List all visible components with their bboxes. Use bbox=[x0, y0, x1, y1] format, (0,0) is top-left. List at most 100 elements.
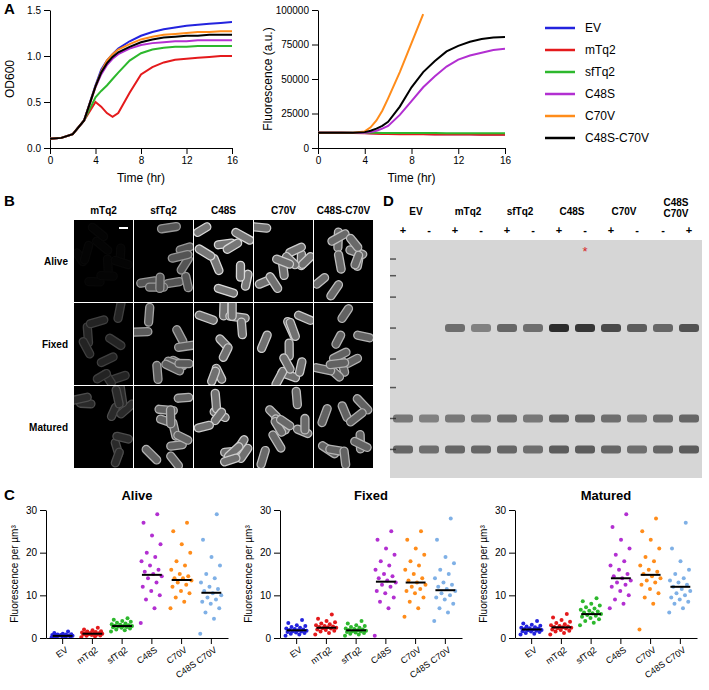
cell bbox=[165, 450, 184, 468]
point bbox=[150, 534, 154, 538]
point bbox=[404, 589, 408, 593]
tick: 0.0 bbox=[27, 143, 50, 154]
point bbox=[328, 622, 332, 626]
panel-label: C bbox=[4, 486, 15, 503]
axis-line bbox=[280, 511, 281, 639]
point bbox=[389, 529, 393, 533]
lane-sign: + bbox=[556, 224, 562, 236]
mean-line bbox=[551, 626, 571, 628]
point bbox=[595, 596, 599, 600]
point bbox=[176, 581, 180, 585]
row-label: Matured bbox=[29, 422, 68, 433]
point bbox=[674, 591, 678, 595]
point bbox=[451, 602, 455, 606]
band bbox=[549, 415, 569, 423]
point bbox=[521, 621, 525, 625]
tick-mark bbox=[412, 148, 413, 154]
tick: EV bbox=[523, 638, 539, 660]
point bbox=[140, 559, 144, 563]
legend-label: sfTq2 bbox=[585, 65, 615, 79]
point bbox=[597, 617, 601, 621]
point bbox=[300, 618, 304, 622]
cell bbox=[228, 303, 236, 320]
lane-group-label: sfTq2 bbox=[507, 206, 534, 217]
tick-mark bbox=[274, 595, 280, 596]
band bbox=[549, 324, 569, 332]
tick-label: 10 bbox=[495, 590, 507, 601]
point bbox=[319, 621, 323, 625]
x-axis-title: Time (hr) bbox=[117, 171, 165, 185]
point bbox=[219, 593, 223, 597]
axis: EVmTq2sfTq2C48SC70VC48S C70V bbox=[281, 638, 463, 680]
point bbox=[587, 609, 591, 613]
micrograph bbox=[254, 303, 313, 385]
tick: 16 bbox=[227, 148, 239, 166]
point bbox=[434, 595, 438, 599]
tick-label: 0 bbox=[500, 633, 506, 644]
axis-line bbox=[281, 638, 463, 639]
point bbox=[213, 576, 217, 580]
lane-sign: - bbox=[479, 224, 483, 236]
mean-line bbox=[112, 625, 132, 627]
figure: 04812160.00.51.01.5Time (hr)OD6000481216… bbox=[0, 0, 709, 690]
tick-label: 20 bbox=[495, 547, 507, 558]
point bbox=[538, 624, 542, 628]
point bbox=[384, 546, 388, 550]
point bbox=[214, 598, 218, 602]
band bbox=[523, 324, 543, 332]
panel-label: B bbox=[4, 192, 15, 209]
point bbox=[647, 568, 651, 572]
tick-mark bbox=[40, 595, 46, 596]
point bbox=[349, 625, 353, 629]
point bbox=[358, 626, 362, 630]
point bbox=[168, 606, 172, 610]
tick: 20 bbox=[26, 547, 46, 558]
band bbox=[601, 415, 621, 423]
cell bbox=[254, 222, 271, 232]
mean-line bbox=[376, 581, 396, 583]
micrograph bbox=[194, 220, 253, 302]
point bbox=[376, 538, 380, 542]
point bbox=[333, 620, 337, 624]
ladder-mark bbox=[390, 387, 396, 389]
point bbox=[551, 616, 555, 620]
tick-mark bbox=[122, 638, 123, 644]
micrograph bbox=[314, 386, 373, 468]
tick-mark bbox=[561, 638, 562, 644]
cell bbox=[78, 336, 95, 359]
cell bbox=[222, 238, 243, 255]
tick-mark bbox=[274, 553, 280, 554]
tick: 8 bbox=[409, 148, 415, 166]
line bbox=[318, 49, 505, 133]
point bbox=[153, 555, 157, 559]
point bbox=[112, 618, 116, 622]
tick-mark bbox=[211, 638, 212, 644]
point bbox=[648, 587, 652, 591]
cell bbox=[194, 244, 216, 262]
point bbox=[215, 512, 219, 516]
point bbox=[360, 619, 364, 623]
point bbox=[115, 621, 119, 625]
point bbox=[144, 598, 148, 602]
y-axis-title: Fluorescence (a.u.) bbox=[261, 27, 275, 130]
tick-label: 100000 bbox=[276, 5, 310, 16]
point bbox=[373, 634, 377, 638]
point bbox=[627, 593, 631, 597]
tick: 0 bbox=[316, 148, 322, 166]
tick-label: EV bbox=[54, 645, 70, 660]
tick: 16 bbox=[500, 148, 512, 166]
point bbox=[608, 606, 612, 610]
tick-mark bbox=[96, 148, 97, 154]
cell bbox=[112, 431, 133, 443]
line bbox=[50, 40, 232, 138]
band bbox=[523, 415, 543, 423]
band bbox=[445, 415, 465, 423]
tick-label: C48S bbox=[369, 645, 393, 666]
point bbox=[452, 561, 456, 565]
point bbox=[298, 626, 302, 630]
point bbox=[158, 593, 162, 597]
tick-mark bbox=[620, 638, 621, 644]
point bbox=[402, 615, 406, 619]
point bbox=[563, 622, 567, 626]
micrograph bbox=[74, 386, 133, 468]
